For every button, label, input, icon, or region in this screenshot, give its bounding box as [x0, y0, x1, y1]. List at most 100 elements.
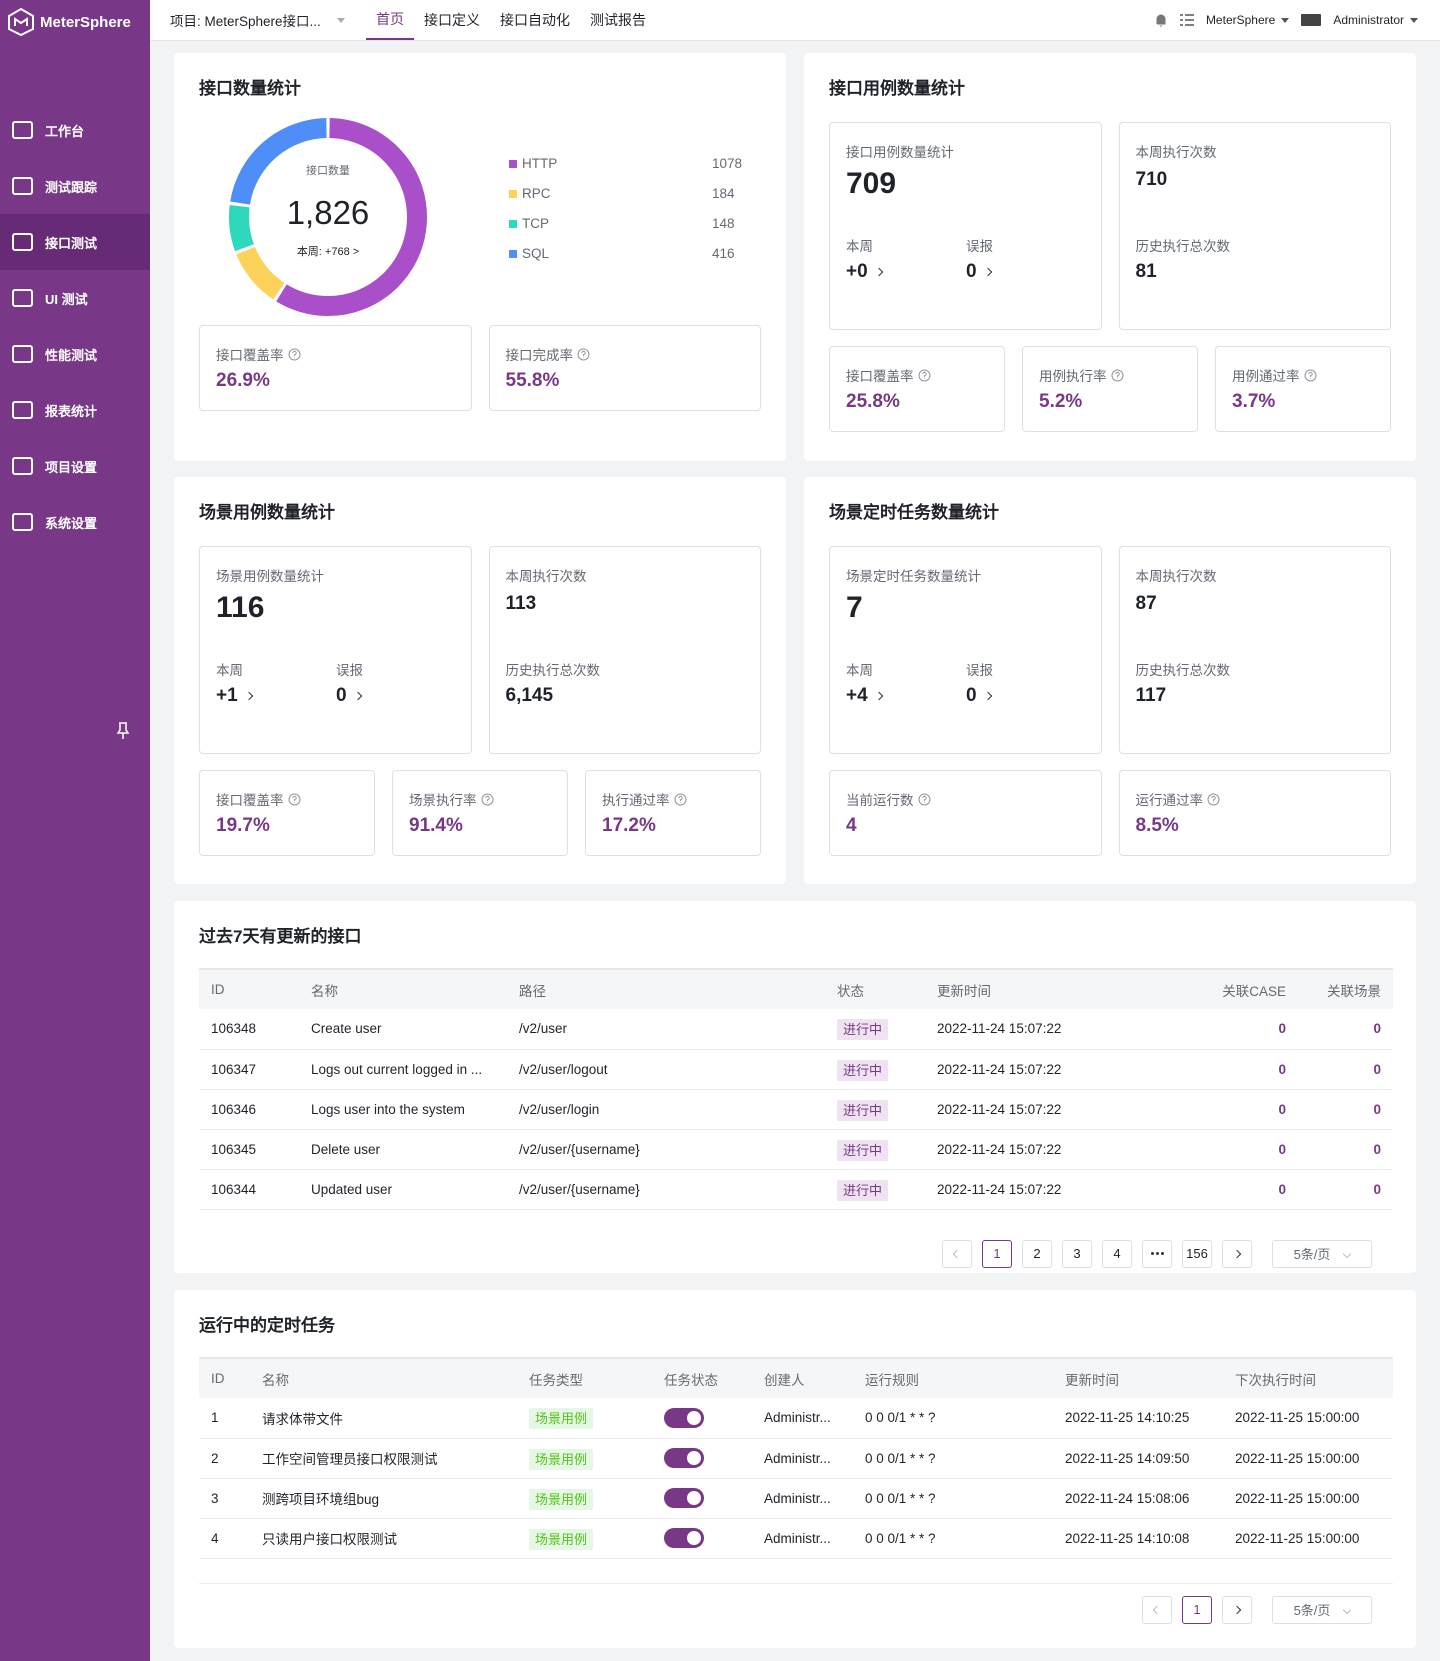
donut-segment	[236, 246, 285, 300]
table-cell: 106345	[199, 1129, 299, 1170]
table-cell: 工作空间管理员接口权限测试	[250, 1438, 517, 1479]
count-link[interactable]: 0	[1373, 1021, 1381, 1037]
menu-item[interactable]: 性能测试	[0, 326, 150, 382]
table-cell: 106348	[199, 1009, 299, 1050]
nav-tab[interactable]: 接口定义	[424, 12, 480, 28]
table-row: 3 测跨项目环境组bug 场景用例 Administr... 0 0 0/1 * * ?…	[199, 1478, 1393, 1519]
status-switch[interactable]	[664, 1488, 704, 1508]
count-link[interactable]: 0	[1278, 1181, 1286, 1197]
card-title: 场景定时任务数量统计	[829, 503, 999, 522]
menu-item[interactable]: 工作台	[0, 102, 150, 158]
sub-value[interactable]: +4	[846, 685, 883, 707]
chevron-icon	[874, 691, 883, 701]
status-switch[interactable]	[664, 1448, 704, 1468]
sub-value-text: +0	[846, 261, 868, 282]
nav-tab[interactable]: 接口自动化	[500, 12, 570, 28]
exec-label: 本周执行次数	[1135, 145, 1217, 160]
table-cell: Administr...	[752, 1518, 853, 1559]
menu-item[interactable]: 项目设置	[0, 438, 150, 494]
table-cell: 2	[199, 1438, 250, 1479]
table-row: 2 工作空间管理员接口权限测试 场景用例 Administr... 0 0 0/1 * …	[199, 1438, 1393, 1479]
api-count-card: 接口数量统计 接口数量 1,826 本周: +768 > HTTP 1078 RPC 184 T…	[174, 53, 786, 461]
rate-card: 接口覆盖率 26.9%	[199, 325, 472, 411]
user-menu[interactable]: Administrator	[1333, 13, 1418, 27]
help-mark	[677, 795, 683, 803]
rate-card: 执行通过率 17.2%	[585, 770, 761, 856]
dot	[1150, 1252, 1154, 1255]
menu-item[interactable]: UI 测试	[0, 270, 150, 326]
page-button[interactable]: 1	[1182, 1595, 1212, 1624]
ellipsis-button[interactable]	[1142, 1239, 1172, 1268]
next-button[interactable]	[1222, 1239, 1252, 1268]
status-switch[interactable]	[664, 1528, 704, 1548]
menu-item[interactable]: 系统设置	[0, 494, 150, 550]
page-button[interactable]: 1	[982, 1239, 1012, 1268]
donut-segment	[230, 118, 327, 205]
column-header: 任务类型	[517, 1357, 652, 1398]
count-link[interactable]: 0	[1373, 1101, 1381, 1117]
type-tag: 场景用例	[529, 1528, 594, 1550]
nav-tab[interactable]: 首页	[366, 0, 414, 40]
prev-button[interactable]	[942, 1239, 972, 1268]
page-button[interactable]: 3	[1062, 1239, 1092, 1268]
count-link[interactable]: 0	[1278, 1021, 1286, 1037]
table-cell: Updated user	[299, 1169, 507, 1210]
chevron-icon	[1343, 1605, 1352, 1614]
rate-label: 接口完成率	[506, 344, 591, 364]
table-cell: 2022-11-25 14:10:08	[1053, 1518, 1223, 1559]
pin-icon[interactable]	[116, 722, 130, 740]
history-value: 6,145	[505, 685, 554, 706]
page-button[interactable]: 4	[1102, 1239, 1132, 1268]
help-mark	[921, 795, 927, 803]
prev-button[interactable]	[1142, 1595, 1172, 1624]
sub-value[interactable]: 0	[336, 685, 362, 707]
next-button[interactable]	[1222, 1595, 1252, 1624]
card-title: 运行中的定时任务	[199, 1316, 335, 1335]
total-value: 7	[846, 591, 863, 624]
column-header: 创建人	[752, 1357, 853, 1398]
sub-value[interactable]: 0	[966, 685, 992, 707]
page-size-select[interactable]: 5条/页	[1272, 1595, 1372, 1624]
history-label: 历史执行总次数	[1135, 239, 1231, 254]
table-cell: 2022-11-25 15:00:00	[1223, 1438, 1393, 1479]
workspace-selector[interactable]: MeterSphere	[1205, 13, 1290, 27]
count-link[interactable]: 0	[1278, 1141, 1286, 1157]
table-cell: 0 0 0/1 * * ?	[853, 1398, 1053, 1439]
help-icon	[288, 348, 300, 360]
dropdown-icon	[1410, 18, 1418, 24]
page-button[interactable]: 156	[1182, 1239, 1212, 1268]
sub-value[interactable]: 0	[966, 261, 992, 283]
project-selector[interactable]: 项目: MeterSphere接口...	[170, 10, 366, 30]
workspace-name: MeterSphere	[1205, 13, 1276, 27]
status-switch[interactable]	[664, 1407, 704, 1428]
table-cell	[652, 1398, 752, 1439]
bell-icon	[1156, 14, 1166, 27]
page-size: 5条/页	[1293, 1603, 1331, 1618]
legend-swatch	[509, 159, 517, 168]
count-link[interactable]: 0	[1373, 1181, 1381, 1197]
count-link[interactable]: 0	[1278, 1101, 1286, 1117]
count-link[interactable]: 0	[1373, 1061, 1381, 1077]
menu-icon	[12, 121, 33, 139]
menu-item[interactable]: 接口测试	[0, 214, 150, 270]
rate-row: 接口覆盖率 25.8% 用例执行率 5.2% 用例通过率 3.7%	[829, 346, 1391, 432]
count-link[interactable]: 0	[1278, 1061, 1286, 1077]
count-link[interactable]: 0	[1373, 1141, 1381, 1157]
nav-tab[interactable]: 测试报告	[590, 12, 646, 28]
page-button[interactable]: 2	[1022, 1239, 1052, 1268]
sub-value[interactable]: +1	[216, 685, 253, 707]
sub-value[interactable]: +0	[846, 261, 883, 283]
help-mark	[1211, 795, 1216, 803]
column-header: 更新时间	[925, 968, 1160, 1009]
legend-item: SQL 416	[509, 246, 769, 261]
menu-item[interactable]: 测试跟踪	[0, 158, 150, 214]
menu-icon	[12, 177, 33, 195]
table-cell: Logs user into the system	[299, 1089, 507, 1130]
table-cell: Create user	[299, 1009, 507, 1050]
page-size-select[interactable]: 5条/页	[1272, 1239, 1372, 1268]
menu-item[interactable]: 报表统计	[0, 382, 150, 438]
rate-label: 接口覆盖率	[216, 789, 301, 809]
rate-label-text: 执行通过率	[602, 793, 670, 808]
rate-label-text: 用例通过率	[1232, 369, 1300, 384]
rate-label-text: 接口覆盖率	[846, 369, 914, 384]
